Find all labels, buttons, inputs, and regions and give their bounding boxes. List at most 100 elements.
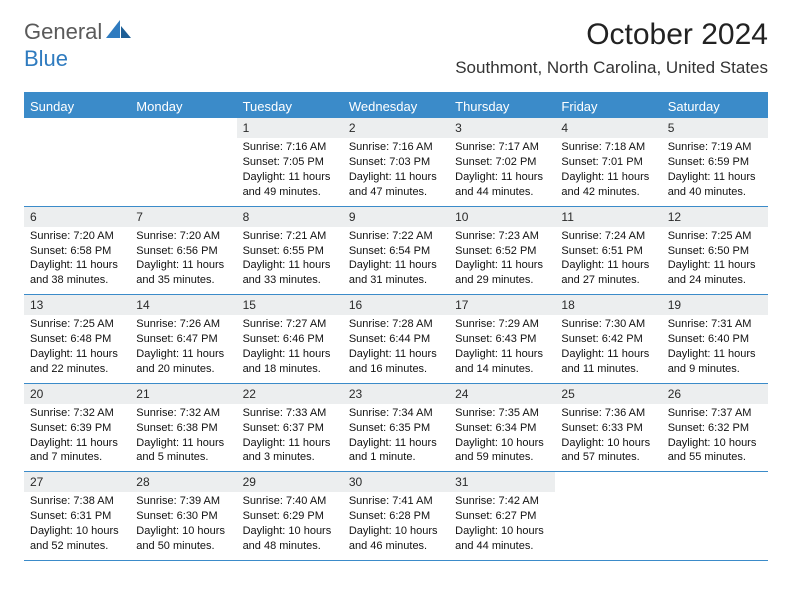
day-body: Sunrise: 7:17 AMSunset: 7:02 PMDaylight:… (449, 138, 555, 205)
day-body: Sunrise: 7:35 AMSunset: 6:34 PMDaylight:… (449, 404, 555, 471)
day-number: 5 (662, 118, 768, 138)
day-cell: 23Sunrise: 7:34 AMSunset: 6:35 PMDayligh… (343, 384, 449, 472)
day-body: Sunrise: 7:25 AMSunset: 6:50 PMDaylight:… (662, 227, 768, 294)
day-cell: 15Sunrise: 7:27 AMSunset: 6:46 PMDayligh… (237, 295, 343, 383)
daylight-line: Daylight: 10 hours and 59 minutes. (455, 436, 549, 466)
day-cell: 26Sunrise: 7:37 AMSunset: 6:32 PMDayligh… (662, 384, 768, 472)
daylight-line: Daylight: 10 hours and 44 minutes. (455, 524, 549, 554)
sunrise-line: Sunrise: 7:18 AM (561, 140, 655, 155)
sunrise-line: Sunrise: 7:33 AM (243, 406, 337, 421)
day-number: 27 (24, 472, 130, 492)
day-body: Sunrise: 7:37 AMSunset: 6:32 PMDaylight:… (662, 404, 768, 471)
week-row: 13Sunrise: 7:25 AMSunset: 6:48 PMDayligh… (24, 295, 768, 384)
day-cell: 9Sunrise: 7:22 AMSunset: 6:54 PMDaylight… (343, 207, 449, 295)
sunset-line: Sunset: 6:43 PM (455, 332, 549, 347)
day-number: 21 (130, 384, 236, 404)
daylight-line: Daylight: 11 hours and 22 minutes. (30, 347, 124, 377)
logo-text-blue: Blue (24, 46, 68, 71)
daylight-line: Daylight: 11 hours and 7 minutes. (30, 436, 124, 466)
day-number: 11 (555, 207, 661, 227)
daylight-line: Daylight: 11 hours and 44 minutes. (455, 170, 549, 200)
day-number: 6 (24, 207, 130, 227)
sunrise-line: Sunrise: 7:25 AM (30, 317, 124, 332)
sunset-line: Sunset: 6:47 PM (136, 332, 230, 347)
week-row: 6Sunrise: 7:20 AMSunset: 6:58 PMDaylight… (24, 207, 768, 296)
sunset-line: Sunset: 6:51 PM (561, 244, 655, 259)
day-cell: . (24, 118, 130, 206)
daylight-line: Daylight: 10 hours and 46 minutes. (349, 524, 443, 554)
daylight-line: Daylight: 10 hours and 50 minutes. (136, 524, 230, 554)
day-number: 20 (24, 384, 130, 404)
week-row: ..1Sunrise: 7:16 AMSunset: 7:05 PMDaylig… (24, 118, 768, 207)
sunrise-line: Sunrise: 7:25 AM (668, 229, 762, 244)
sunrise-line: Sunrise: 7:20 AM (136, 229, 230, 244)
day-body: Sunrise: 7:20 AMSunset: 6:58 PMDaylight:… (24, 227, 130, 294)
day-body: Sunrise: 7:21 AMSunset: 6:55 PMDaylight:… (237, 227, 343, 294)
day-cell: 5Sunrise: 7:19 AMSunset: 6:59 PMDaylight… (662, 118, 768, 206)
sunset-line: Sunset: 6:50 PM (668, 244, 762, 259)
day-body: Sunrise: 7:36 AMSunset: 6:33 PMDaylight:… (555, 404, 661, 471)
weekday-cell: Friday (555, 95, 661, 118)
daylight-line: Daylight: 11 hours and 40 minutes. (668, 170, 762, 200)
day-body: Sunrise: 7:23 AMSunset: 6:52 PMDaylight:… (449, 227, 555, 294)
daylight-line: Daylight: 11 hours and 20 minutes. (136, 347, 230, 377)
sunset-line: Sunset: 6:34 PM (455, 421, 549, 436)
sunset-line: Sunset: 6:58 PM (30, 244, 124, 259)
sunrise-line: Sunrise: 7:22 AM (349, 229, 443, 244)
day-number: 14 (130, 295, 236, 315)
month-title: October 2024 (455, 18, 768, 52)
location-text: Southmont, North Carolina, United States (455, 58, 768, 78)
daylight-line: Daylight: 11 hours and 38 minutes. (30, 258, 124, 288)
daylight-line: Daylight: 11 hours and 11 minutes. (561, 347, 655, 377)
sunrise-line: Sunrise: 7:40 AM (243, 494, 337, 509)
sunrise-line: Sunrise: 7:23 AM (455, 229, 549, 244)
sunrise-line: Sunrise: 7:16 AM (243, 140, 337, 155)
day-cell: 10Sunrise: 7:23 AMSunset: 6:52 PMDayligh… (449, 207, 555, 295)
sunset-line: Sunset: 6:35 PM (349, 421, 443, 436)
day-cell: 14Sunrise: 7:26 AMSunset: 6:47 PMDayligh… (130, 295, 236, 383)
sunrise-line: Sunrise: 7:29 AM (455, 317, 549, 332)
weekday-cell: Monday (130, 95, 236, 118)
header: General October 2024 Southmont, North Ca… (0, 0, 792, 82)
day-cell: 6Sunrise: 7:20 AMSunset: 6:58 PMDaylight… (24, 207, 130, 295)
day-number: 28 (130, 472, 236, 492)
sunset-line: Sunset: 7:03 PM (349, 155, 443, 170)
day-body: Sunrise: 7:32 AMSunset: 6:39 PMDaylight:… (24, 404, 130, 471)
daylight-line: Daylight: 10 hours and 52 minutes. (30, 524, 124, 554)
sunset-line: Sunset: 6:42 PM (561, 332, 655, 347)
day-body: Sunrise: 7:29 AMSunset: 6:43 PMDaylight:… (449, 315, 555, 382)
day-cell: 7Sunrise: 7:20 AMSunset: 6:56 PMDaylight… (130, 207, 236, 295)
sunrise-line: Sunrise: 7:35 AM (455, 406, 549, 421)
day-cell: 8Sunrise: 7:21 AMSunset: 6:55 PMDaylight… (237, 207, 343, 295)
day-cell: . (662, 472, 768, 560)
day-cell: 16Sunrise: 7:28 AMSunset: 6:44 PMDayligh… (343, 295, 449, 383)
day-number: 12 (662, 207, 768, 227)
sunset-line: Sunset: 6:29 PM (243, 509, 337, 524)
day-number: 29 (237, 472, 343, 492)
daylight-line: Daylight: 11 hours and 16 minutes. (349, 347, 443, 377)
sunset-line: Sunset: 6:40 PM (668, 332, 762, 347)
logo-text-general: General (24, 19, 102, 45)
daylight-line: Daylight: 11 hours and 24 minutes. (668, 258, 762, 288)
day-number: 3 (449, 118, 555, 138)
day-body: Sunrise: 7:19 AMSunset: 6:59 PMDaylight:… (662, 138, 768, 205)
day-cell: 24Sunrise: 7:35 AMSunset: 6:34 PMDayligh… (449, 384, 555, 472)
sunset-line: Sunset: 6:44 PM (349, 332, 443, 347)
day-cell: 18Sunrise: 7:30 AMSunset: 6:42 PMDayligh… (555, 295, 661, 383)
day-cell: 3Sunrise: 7:17 AMSunset: 7:02 PMDaylight… (449, 118, 555, 206)
daylight-line: Daylight: 11 hours and 5 minutes. (136, 436, 230, 466)
day-cell: 29Sunrise: 7:40 AMSunset: 6:29 PMDayligh… (237, 472, 343, 560)
day-body: Sunrise: 7:40 AMSunset: 6:29 PMDaylight:… (237, 492, 343, 559)
sunrise-line: Sunrise: 7:42 AM (455, 494, 549, 509)
day-body: Sunrise: 7:31 AMSunset: 6:40 PMDaylight:… (662, 315, 768, 382)
day-number: 18 (555, 295, 661, 315)
day-cell: 22Sunrise: 7:33 AMSunset: 6:37 PMDayligh… (237, 384, 343, 472)
sunrise-line: Sunrise: 7:27 AM (243, 317, 337, 332)
sunset-line: Sunset: 6:54 PM (349, 244, 443, 259)
day-body: Sunrise: 7:25 AMSunset: 6:48 PMDaylight:… (24, 315, 130, 382)
day-cell: 1Sunrise: 7:16 AMSunset: 7:05 PMDaylight… (237, 118, 343, 206)
sunset-line: Sunset: 6:48 PM (30, 332, 124, 347)
day-body: Sunrise: 7:16 AMSunset: 7:05 PMDaylight:… (237, 138, 343, 205)
day-number: 23 (343, 384, 449, 404)
day-number: 2 (343, 118, 449, 138)
